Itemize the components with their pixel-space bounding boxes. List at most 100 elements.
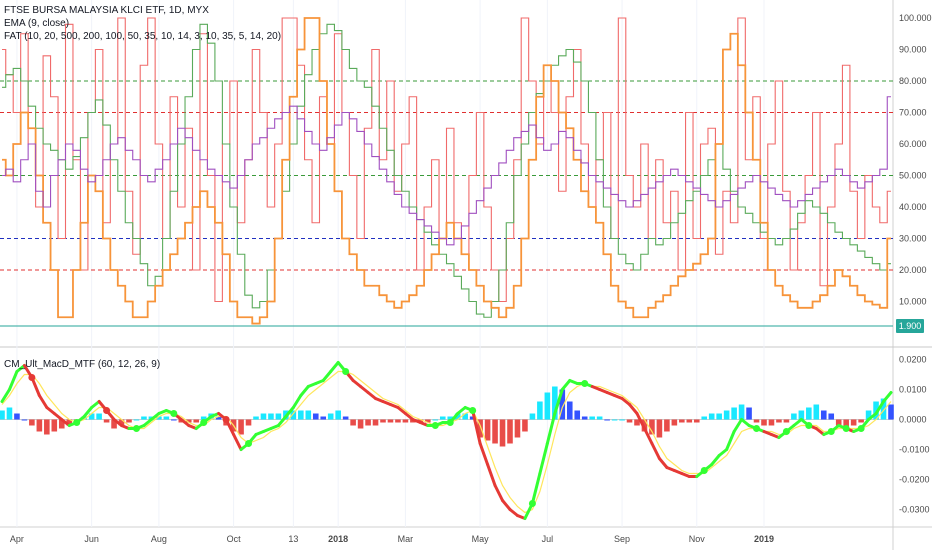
macd-histogram-bar-76	[566, 401, 573, 420]
macd-histogram-bar-45	[335, 410, 341, 420]
macd-histogram-bar-107	[798, 410, 805, 420]
macd-cross-dot-60	[446, 419, 454, 426]
macd-histogram-bar-61	[454, 413, 461, 420]
x-tick-0: Apr	[10, 534, 24, 544]
macd-histogram-bar-110	[820, 410, 827, 420]
macd-line-seg-62	[456, 406, 467, 415]
macd-line-seg-39	[284, 406, 295, 418]
macd-cross-dot-4	[28, 374, 36, 381]
macd-histogram-bar-85	[634, 419, 640, 426]
macd-histogram-bar-109	[813, 404, 820, 420]
macd-signal-line	[1, 370, 892, 514]
macd-histogram-bar-9	[66, 419, 73, 426]
x-tick-2: Aug	[151, 534, 167, 544]
macd-cross-dot-78	[581, 380, 589, 387]
macd-histogram-bar-77	[574, 410, 581, 420]
macd-histogram-bar-72	[537, 401, 543, 420]
macd-line-seg-38	[276, 415, 288, 427]
macd-histogram-bar-14	[103, 419, 110, 423]
macd-cross-dot-111	[827, 428, 835, 435]
y-tick-macd-2: 0.0000	[899, 415, 927, 425]
macd-histogram-bar-104	[776, 419, 782, 423]
x-tick-6: Mar	[398, 534, 414, 544]
legend-macd: CM_Ult_MacD_MTF (60, 12, 26, 9)	[4, 359, 161, 370]
macd-histogram-bar-17	[126, 419, 132, 423]
macd-histogram-bar-43	[320, 416, 327, 420]
macd-histogram-bar-5	[36, 419, 43, 432]
macd-line-seg-66	[486, 463, 497, 487]
macd-line-seg-50	[366, 391, 378, 400]
macd-histogram-bar-98	[731, 407, 737, 420]
macd-histogram-bar-114	[850, 419, 857, 426]
macd-histogram-bar-6	[44, 419, 50, 435]
macd-histogram-bar-37	[275, 413, 282, 420]
y-tick-top-2: 80.000	[899, 76, 927, 86]
macd-histogram-bar-108	[806, 407, 812, 420]
macd-cross-dot-33	[245, 440, 253, 447]
macd-histogram-bar-105	[783, 419, 790, 423]
macd-histogram-bar-58	[432, 419, 439, 421]
x-tick-11: 2019	[754, 534, 774, 544]
macd-histogram-bar-23	[171, 419, 177, 421]
x-tick-9: Sep	[614, 534, 630, 544]
macd-histogram-bar-66	[492, 419, 498, 444]
macd-cross-dot-101	[753, 425, 761, 432]
macd-histogram-bar-54	[402, 419, 409, 423]
macd-histogram-bar-27	[200, 416, 207, 420]
macd-histogram-bar-89	[664, 419, 670, 432]
x-tick-10: Nov	[689, 534, 706, 544]
y-tick-top-7: 30.000	[899, 234, 927, 244]
y-tick-top-0: 100.000	[899, 13, 932, 23]
macd-line-seg-84	[620, 397, 632, 406]
macd-histogram-bar-90	[671, 419, 678, 426]
macd-line-seg-87	[642, 427, 654, 445]
macd-histogram-bar-88	[656, 419, 663, 438]
macd-histogram-bar-4	[29, 419, 35, 426]
macd-histogram-bar-111	[828, 413, 835, 420]
macd-cross-dot-14	[103, 407, 111, 414]
macd-line-seg-67	[493, 484, 505, 502]
macd-line-seg-65	[478, 442, 490, 466]
macd-histogram-bar-41	[305, 410, 312, 420]
macd-histogram-bar-81	[604, 419, 610, 421]
macd-line-seg-64	[471, 409, 482, 445]
macd-histogram-bar-3	[21, 419, 28, 421]
macd-histogram-bar-91	[679, 419, 685, 423]
macd-line-seg-89	[657, 457, 669, 469]
macd-histogram-bar-82	[611, 419, 618, 421]
macd-line-seg-49	[359, 385, 370, 394]
macd-histogram-bar-39	[290, 410, 297, 420]
macd-histogram-bar-47	[350, 419, 356, 426]
y-tick-top-6: 40.000	[899, 202, 927, 212]
macd-line-seg-119	[882, 391, 893, 403]
macd-histogram-bar-49	[365, 419, 371, 426]
macd-histogram-bar-48	[357, 419, 364, 429]
macd-line-seg-45	[329, 361, 340, 373]
x-tick-3: Oct	[227, 534, 242, 544]
macd-histogram-bar-74	[552, 386, 558, 420]
macd-histogram-bar-102	[761, 419, 767, 426]
macd-cross-dot-94	[700, 467, 708, 474]
macd-histogram-bar-25	[185, 419, 192, 423]
macd-histogram-bar-60	[447, 416, 454, 420]
macd-line-seg-118	[874, 400, 886, 415]
y-tick-top-8: 20.000	[899, 265, 927, 275]
macd-line-seg-117	[867, 412, 878, 421]
macd-line-seg-21	[149, 412, 161, 421]
y-tick-top-5: 50.000	[899, 171, 927, 181]
macd-histogram-bar-75	[559, 389, 566, 420]
macd-histogram-bar-84	[626, 419, 633, 423]
x-tick-5: 2018	[328, 534, 348, 544]
macd-histogram-bar-26	[193, 419, 200, 423]
macd-histogram-bar-73	[544, 392, 551, 420]
macd-histogram-bar-92	[686, 419, 693, 423]
macd-histogram-bar-21	[156, 416, 162, 420]
macd-histogram-bar-65	[484, 419, 491, 441]
macd-histogram-bar-29	[215, 416, 222, 420]
macd-histogram-bar-2	[14, 413, 20, 420]
macd-line-seg-16	[112, 418, 124, 427]
macd-line-seg-96	[710, 454, 721, 466]
macd-line-seg-88	[650, 442, 661, 460]
macd-line-seg-85	[628, 403, 639, 415]
